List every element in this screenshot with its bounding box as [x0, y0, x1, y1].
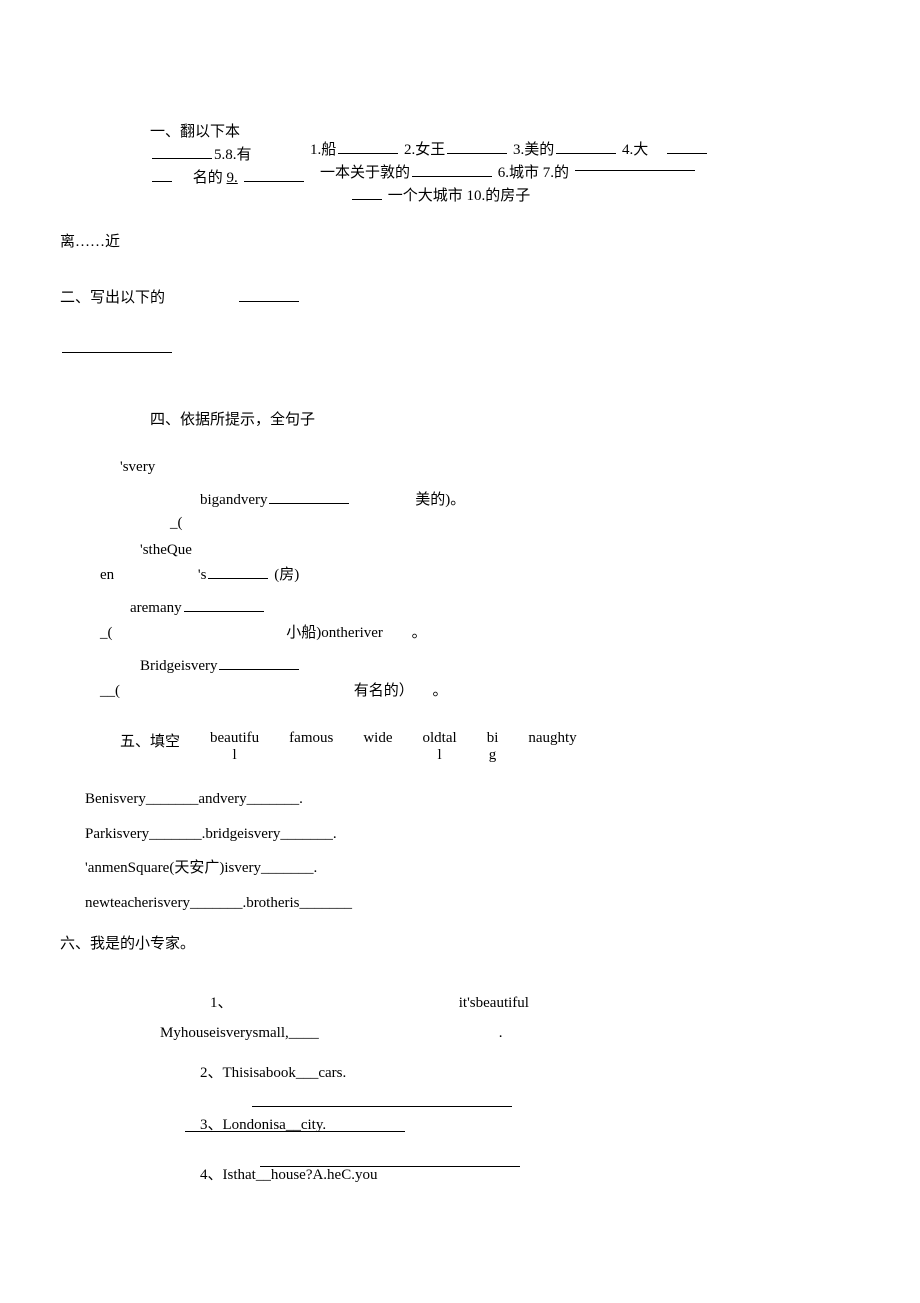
s6-item2: 2、Thisisabook___cars. [200, 1058, 840, 1118]
s4-line1: 'svery [120, 459, 840, 476]
row-3-items: 一个大城市 10.的房子 [310, 184, 840, 205]
blank[interactable] [667, 138, 707, 154]
blank[interactable] [62, 337, 172, 353]
section-4-title: 四、依据所提示，全句子 [150, 408, 840, 429]
item-9-label: 名的 9. [193, 170, 238, 186]
section-5: 五、填空 beautiful famous wide oldtall big n… [120, 730, 840, 764]
blank[interactable] [412, 161, 492, 177]
s4-line2: bigandvery 美的)。 [200, 488, 840, 509]
blank[interactable] [208, 563, 268, 579]
section-1-title: 一、翻以下本 [150, 120, 310, 141]
s4-line4: 'stheQue [140, 542, 840, 559]
blank[interactable] [352, 184, 382, 200]
blank[interactable] [219, 654, 299, 670]
section-2-title: 二、写出以下的 [60, 290, 165, 306]
word-oldtall: oldtall [423, 730, 457, 764]
blank[interactable] [244, 166, 304, 182]
section-2: 二、写出以下的 [60, 286, 840, 307]
blank[interactable] [269, 488, 349, 504]
blank[interactable] [152, 143, 212, 159]
close-to-text: 离……近 [60, 230, 840, 251]
blank[interactable] [447, 138, 507, 154]
s4-line6: aremany [130, 596, 840, 617]
blank[interactable] [575, 155, 695, 171]
word-naughty: naughty [528, 730, 576, 747]
word-famous: famous [289, 730, 333, 747]
blank[interactable] [152, 166, 172, 182]
word-wide: wide [363, 730, 392, 747]
s5-item2: Parkisvery_______.bridgeisvery_______. [85, 817, 840, 852]
row-2-items: 一本关于敦的 6.城市 7.的 [310, 161, 840, 182]
s5-item3: 'anmenSquare(天安广)isvery_______. [85, 851, 840, 886]
word-beautiful: beautiful [210, 730, 259, 764]
word-big: big [487, 730, 499, 764]
item-5-8: 5.8.有 [214, 147, 252, 163]
blank[interactable] [338, 138, 398, 154]
blank[interactable] [184, 596, 264, 612]
s4-line8: Bridgeisvery [140, 654, 840, 675]
s6-item3: 3、Londonisa__city. [200, 1110, 840, 1140]
s4-line7: _( 小船)ontheriver 。 [100, 621, 840, 642]
blank[interactable] [556, 138, 616, 154]
section-5-title: 五、填空 [120, 730, 180, 751]
s5-item4: newteacherisvery_______.brotheris_______ [85, 886, 840, 921]
blank[interactable] [252, 1091, 512, 1107]
s5-item1: Benisvery_______andvery_______. [85, 782, 840, 817]
s4-line5: en 's (房) [100, 563, 840, 584]
section-1-translate: 一、翻以下本 5.8.有 名的 9. 1.船 2.女王 3.美的 4.大 [150, 120, 840, 205]
s6-item1: 1、 Myhouseisverysmall,____ it'sbeautiful… [200, 988, 840, 1048]
s4-line3: _( [170, 515, 840, 532]
blank[interactable] [239, 286, 299, 302]
s4-line9: __( 有名的） 。 [100, 679, 840, 700]
section-6-title: 六、我是的小专家。 [60, 932, 840, 953]
